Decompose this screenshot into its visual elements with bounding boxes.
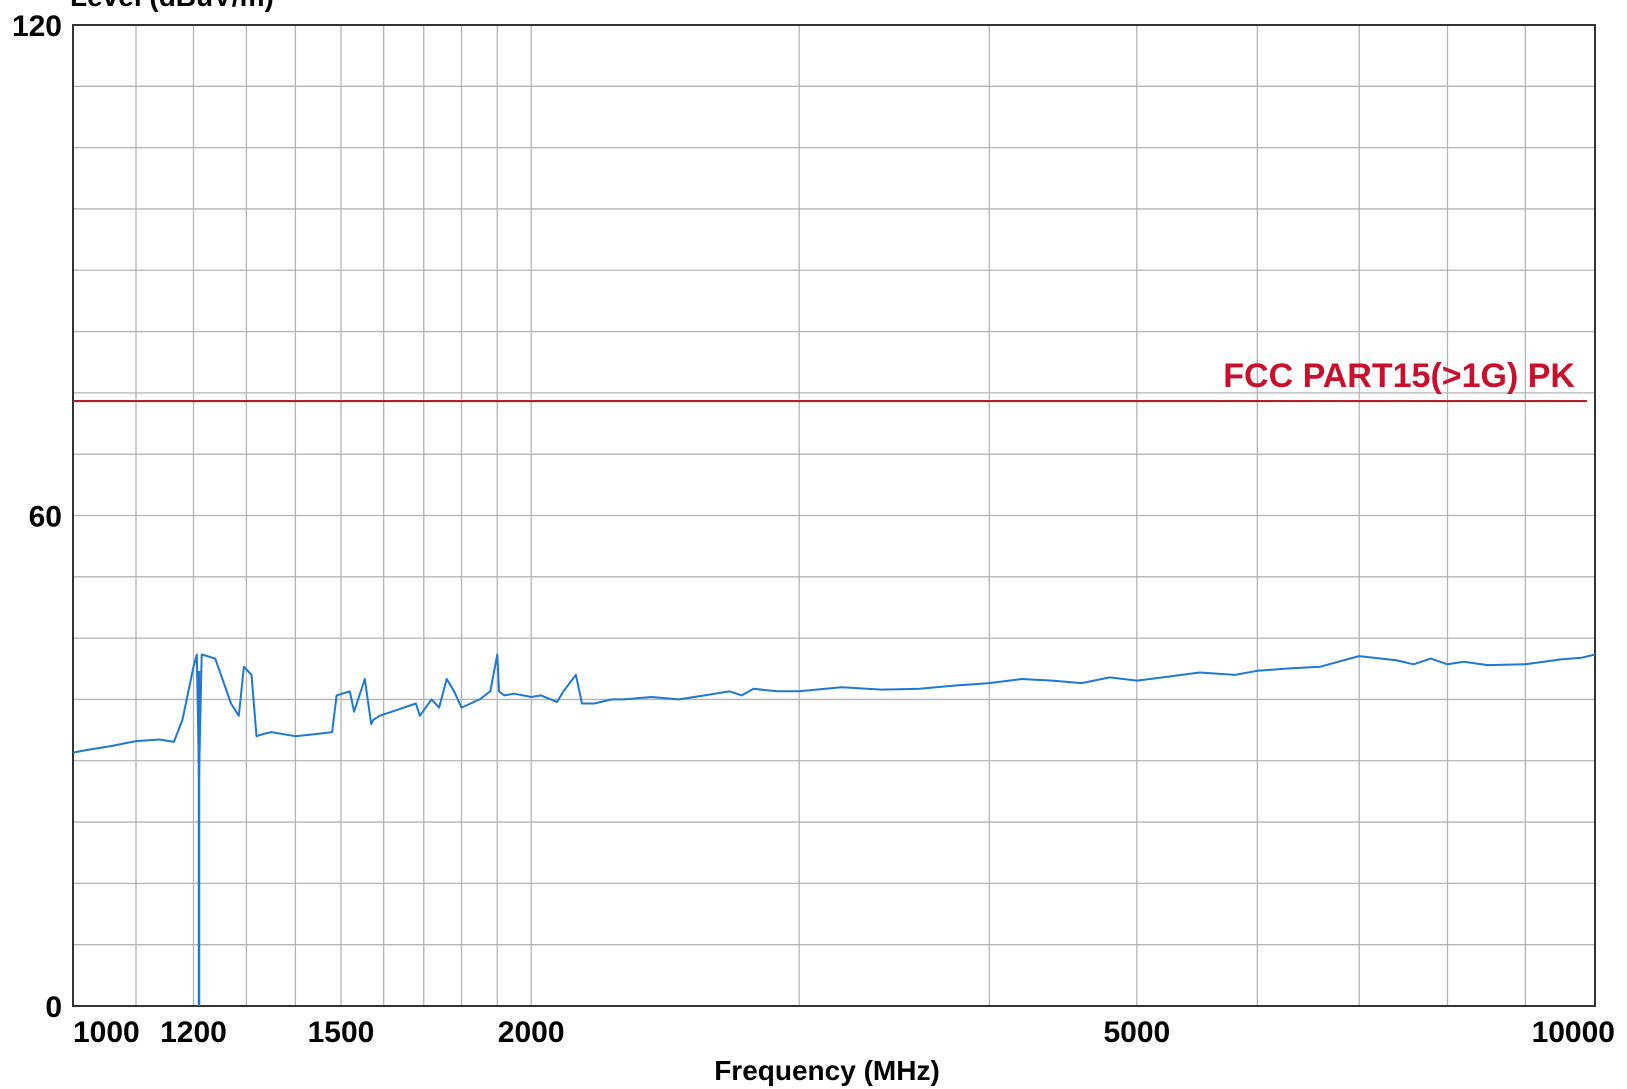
- x-tick-labels: 1000 1200 1500 2000 5000 10000: [73, 1016, 1615, 1049]
- plot-frame: [72, 24, 1596, 1007]
- y-tick-label: 0: [45, 991, 62, 1024]
- y-tick-label: 120: [12, 10, 62, 43]
- y-tick-labels: 0 60 120: [12, 10, 62, 1024]
- x-axis-label: Frequency (MHz): [714, 1055, 940, 1086]
- x-tick-label: 1500: [308, 1016, 375, 1049]
- x-tick-label: 1000: [73, 1016, 140, 1049]
- y-tick-label: 60: [29, 501, 62, 534]
- x-tick-label: 10000: [1532, 1016, 1615, 1049]
- limit-line-group: FCC PART15(>1G) PK: [73, 357, 1587, 403]
- x-tick-label: 2000: [498, 1016, 565, 1049]
- series-line: [72, 653, 1596, 779]
- grid-lines: [73, 25, 1595, 1006]
- x-tick-label: 1200: [160, 1016, 227, 1049]
- x-tick-label: 5000: [1103, 1016, 1170, 1049]
- limit-line-label: FCC PART15(>1G) PK: [1223, 357, 1575, 395]
- y-axis-label: Level (dBuV/m): [70, 0, 274, 12]
